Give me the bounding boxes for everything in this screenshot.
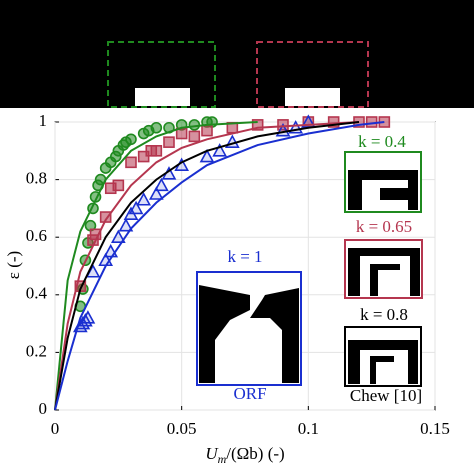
inset-k08 <box>344 326 422 387</box>
point <box>125 133 137 146</box>
point <box>163 136 175 148</box>
top-shape <box>135 88 190 106</box>
y-tick-label: 0.6 <box>26 226 47 245</box>
annotation: ORF <box>233 384 266 403</box>
point <box>150 121 163 134</box>
point <box>148 186 164 200</box>
annotation: k = 0.4 <box>358 132 406 151</box>
point <box>136 192 152 206</box>
point <box>365 116 378 128</box>
top-box-red <box>256 41 369 108</box>
annotation: k = 1 <box>227 247 262 266</box>
annotation: Chew [10] <box>350 386 422 405</box>
point <box>201 124 213 137</box>
point <box>175 127 188 140</box>
inset-k04 <box>344 151 422 213</box>
top-box-green <box>107 41 216 108</box>
annotation: k = 0.8 <box>360 305 408 324</box>
point <box>112 179 125 192</box>
inset-orf <box>196 271 302 386</box>
x-tick-label: 0.05 <box>167 419 197 438</box>
y-tick-label: 1 <box>39 111 48 130</box>
x-label-main: U <box>205 444 219 463</box>
point <box>154 177 169 192</box>
x-axis-label: Um/(Ωb) (-) <box>205 444 284 466</box>
fit-curve <box>54 121 258 411</box>
x-tick-label: 0 <box>51 419 60 438</box>
fit-curve <box>54 121 360 411</box>
y-tick-label: 0.8 <box>26 169 47 188</box>
point <box>128 200 144 215</box>
x-label-rest: /(Ωb) (-) <box>226 444 284 463</box>
fit-curve <box>54 121 360 411</box>
point <box>327 116 340 128</box>
fit-curve <box>54 121 385 411</box>
annotation: k = 0.65 <box>356 217 412 236</box>
point <box>80 310 96 324</box>
point <box>188 130 201 143</box>
x-label-sub: m <box>218 452 227 466</box>
point <box>125 156 137 169</box>
y-tick-label: 0.4 <box>26 284 48 303</box>
y-tick-label: 0.2 <box>26 341 47 360</box>
x-tick-label: 0.15 <box>420 419 450 438</box>
point <box>188 119 201 131</box>
header-band <box>0 0 474 108</box>
point <box>251 119 264 131</box>
point <box>199 148 215 163</box>
point <box>118 218 134 232</box>
inset-k065 <box>344 239 423 299</box>
point <box>110 229 126 243</box>
y-axis-label: ε (-) <box>4 251 23 279</box>
x-tick-label: 0.1 <box>298 419 319 438</box>
point <box>212 143 228 157</box>
top-shape <box>285 88 340 106</box>
point <box>150 145 163 157</box>
y-tick-label: 0 <box>39 399 48 418</box>
